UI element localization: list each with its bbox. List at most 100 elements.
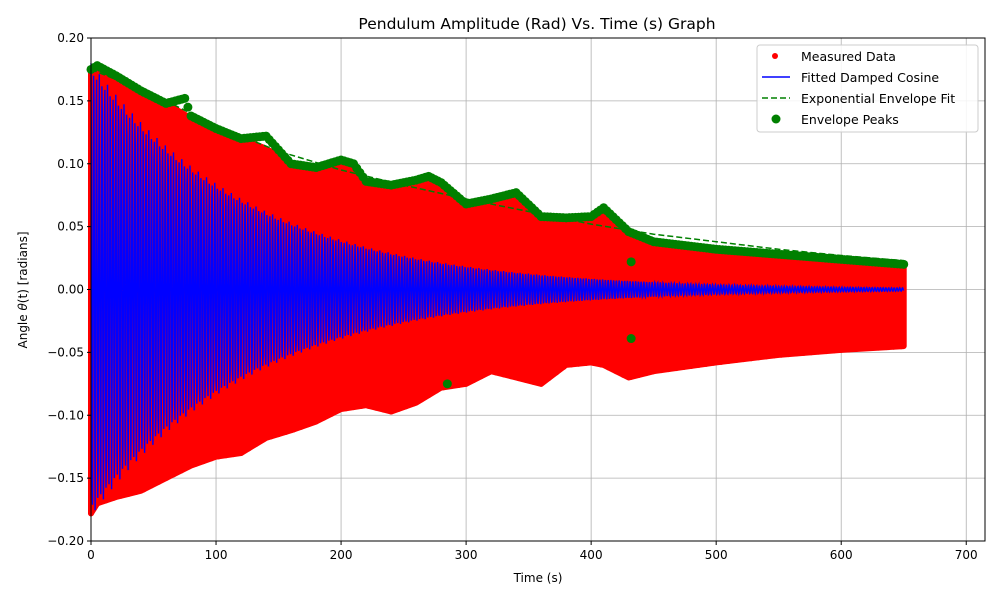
measured-point xyxy=(178,467,185,474)
measured-point xyxy=(463,380,470,387)
measured-point xyxy=(110,494,117,501)
measured-point xyxy=(740,356,747,363)
measured-point xyxy=(583,359,590,366)
legend-label-envelope-fit: Exponential Envelope Fit xyxy=(801,91,955,106)
y-tick-label-3: −0.05 xyxy=(47,345,84,359)
legend-label-fitted: Fitted Damped Cosine xyxy=(801,70,939,85)
x-tick-label-7: 700 xyxy=(955,548,978,562)
measured-point xyxy=(710,359,717,366)
measured-point xyxy=(575,360,582,367)
measured-point xyxy=(860,345,867,352)
measured-point xyxy=(178,109,185,116)
measured-point xyxy=(328,410,335,417)
measured-point xyxy=(890,343,897,350)
measured-point xyxy=(755,354,762,361)
measured-point xyxy=(275,431,282,438)
envelope-peak-point xyxy=(180,93,190,103)
measured-point xyxy=(283,428,290,435)
x-tick-label-1: 100 xyxy=(205,548,228,562)
measured-point xyxy=(380,406,387,413)
chart-title: Pendulum Amplitude (Rad) Vs. Time (s) Gr… xyxy=(358,15,715,33)
x-tick-label-5: 500 xyxy=(705,548,728,562)
measured-point xyxy=(245,445,252,452)
measured-point xyxy=(478,373,485,380)
legend-label-peaks: Envelope Peaks xyxy=(801,112,899,127)
measured-point xyxy=(485,369,492,376)
measured-point xyxy=(140,486,147,493)
measured-point xyxy=(808,349,815,356)
measured-point xyxy=(665,366,672,373)
y-axis-ticks: −0.20 −0.15 −0.10 −0.05 0.00 0.05 0.10 0.15 0.20 xyxy=(47,31,91,548)
measured-point xyxy=(815,348,822,355)
envelope-peak-outlier xyxy=(626,334,636,344)
measured-point xyxy=(410,400,417,407)
y-tick-label-8: 0.20 xyxy=(57,31,84,45)
measured-point xyxy=(193,460,200,467)
measured-point xyxy=(553,369,560,376)
legend-label-measured: Measured Data xyxy=(801,49,896,64)
measured-point xyxy=(170,471,177,478)
measured-point xyxy=(118,492,125,499)
y-tick-label-2: −0.10 xyxy=(47,408,84,422)
measured-point xyxy=(253,440,260,447)
y-axis-label-prefix: Angle xyxy=(16,311,30,349)
measured-point xyxy=(125,490,132,497)
measured-point xyxy=(635,372,642,379)
measured-point xyxy=(688,362,695,369)
x-tick-label-6: 600 xyxy=(830,548,853,562)
y-tick-label-7: 0.15 xyxy=(57,94,84,108)
measured-point xyxy=(643,370,650,377)
measured-point xyxy=(800,349,807,356)
x-tick-label-2: 200 xyxy=(330,548,353,562)
y-axis-label: Angle θ(t) [radians] xyxy=(16,231,30,348)
y-axis-label-suffix: (t) [radians] xyxy=(16,231,30,303)
measured-point xyxy=(598,361,605,368)
measured-point xyxy=(95,499,102,506)
y-tick-label-5: 0.05 xyxy=(57,220,84,234)
measured-point xyxy=(605,364,612,371)
measured-point xyxy=(770,352,777,359)
measured-point xyxy=(650,368,657,375)
y-tick-label-4: 0.00 xyxy=(57,283,84,297)
x-tick-label-4: 400 xyxy=(580,548,603,562)
measured-point xyxy=(748,355,755,362)
measured-point xyxy=(613,368,620,375)
measured-point xyxy=(335,407,342,414)
measured-point xyxy=(868,345,875,352)
measured-point xyxy=(568,361,575,368)
measured-point xyxy=(298,423,305,430)
measured-point xyxy=(470,377,477,384)
measured-point xyxy=(133,488,140,495)
envelope-peaks-series xyxy=(86,61,909,389)
measured-point xyxy=(785,351,792,358)
measured-point xyxy=(530,378,537,385)
x-tick-label-3: 300 xyxy=(455,548,478,562)
legend-marker-peaks xyxy=(771,114,781,124)
measured-point xyxy=(290,426,297,433)
measured-point xyxy=(830,347,837,354)
measured-point xyxy=(508,373,515,380)
fitted-damped-cosine-line xyxy=(90,63,905,511)
measured-point xyxy=(493,369,500,376)
measured-point xyxy=(718,358,725,365)
y-tick-label-6: 0.10 xyxy=(57,157,84,171)
measured-point xyxy=(395,405,402,412)
measured-point xyxy=(778,351,785,358)
measured-point xyxy=(538,380,545,387)
x-axis-ticks: 0 100 200 300 400 500 600 700 xyxy=(87,541,978,562)
measured-point xyxy=(703,360,710,367)
measured-point xyxy=(103,497,110,504)
measured-point xyxy=(230,451,237,458)
measured-point xyxy=(320,414,327,421)
measured-point xyxy=(875,344,882,351)
measured-point xyxy=(215,453,222,460)
y-tick-label-1: −0.15 xyxy=(47,471,84,485)
envelope-peak-point xyxy=(183,102,193,112)
legend-marker-measured xyxy=(772,53,778,59)
measured-point xyxy=(680,364,687,371)
measured-point xyxy=(170,104,177,111)
measured-point xyxy=(260,436,267,443)
y-tick-label-0: −0.20 xyxy=(47,534,84,548)
measured-point xyxy=(523,377,530,384)
measured-point xyxy=(200,458,207,465)
